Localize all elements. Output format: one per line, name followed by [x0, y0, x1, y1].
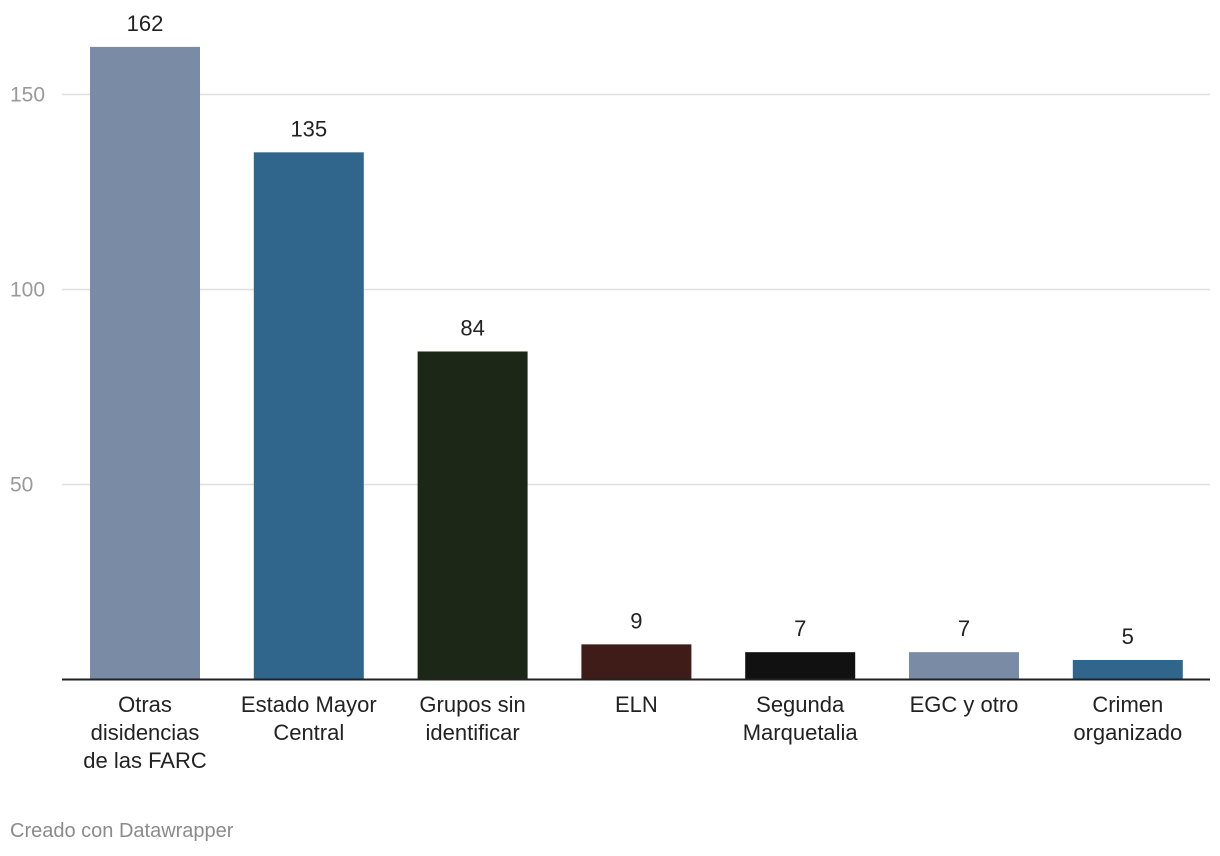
category-label: Crimen organizado — [1073, 692, 1182, 745]
category-label-line: disidencias — [91, 720, 200, 745]
bar — [90, 46, 200, 680]
category-labels: Otras disidencias de las FARC Estado Mayor C… — [83, 692, 1182, 773]
y-tick-label: 150 — [10, 84, 45, 107]
value-label: 162 — [127, 11, 164, 36]
category-label-line: EGC y otro — [910, 692, 1019, 717]
y-tick-label: 100 — [10, 279, 45, 302]
category-label-line: Central — [273, 720, 344, 745]
value-label: 7 — [958, 616, 970, 641]
y-axis-ticks: 50 100 150 — [10, 84, 45, 497]
category-label: Estado Mayor Central — [241, 692, 377, 745]
category-label-line: identificar — [426, 720, 520, 745]
category-label-line: Grupos sin — [419, 692, 525, 717]
credit-text: Creado con Datawrapper — [10, 820, 234, 842]
bar — [1072, 659, 1183, 680]
category-label-line: Crimen — [1092, 692, 1163, 717]
bars — [90, 46, 1183, 680]
bar — [581, 644, 692, 680]
category-label-line: ELN — [615, 692, 658, 717]
category-label: Grupos sin identificar — [419, 692, 525, 745]
value-label: 7 — [794, 616, 806, 641]
category-label-line: organizado — [1073, 720, 1182, 745]
bar — [253, 152, 364, 680]
bar — [745, 652, 856, 680]
value-labels: 162 135 84 9 7 7 5 — [127, 11, 1134, 649]
value-label: 9 — [630, 608, 642, 633]
category-label: Otras disidencias de las FARC — [83, 692, 207, 773]
category-label-line: de las FARC — [83, 748, 207, 773]
category-label: ELN — [615, 692, 658, 717]
bar — [417, 351, 528, 680]
category-label-line: Segunda — [756, 692, 845, 717]
gridlines — [62, 93, 1210, 486]
value-label: 135 — [290, 116, 327, 141]
category-label-line: Estado Mayor — [241, 692, 377, 717]
category-label: EGC y otro — [910, 692, 1019, 717]
category-label-line: Otras — [118, 692, 172, 717]
category-label: Segunda Marquetalia — [743, 692, 859, 745]
value-label: 84 — [460, 315, 484, 340]
value-label: 5 — [1122, 624, 1134, 649]
y-tick-label: 50 — [10, 474, 33, 497]
bar — [909, 652, 1019, 680]
category-label-line: Marquetalia — [743, 720, 859, 745]
